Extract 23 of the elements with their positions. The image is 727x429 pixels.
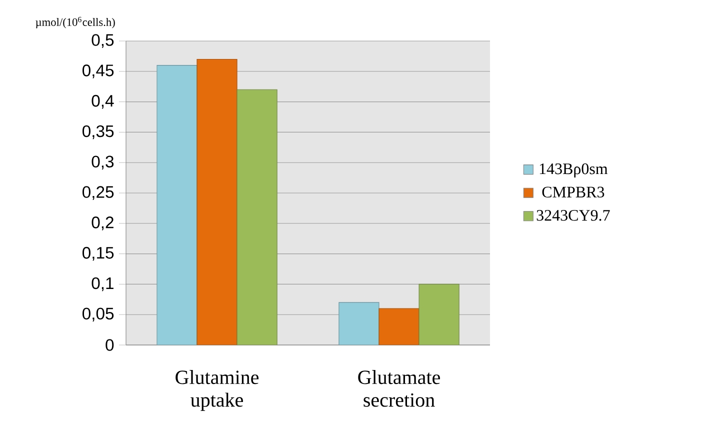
legend-label: 3243CY9.7 (536, 210, 610, 221)
bar (156, 65, 198, 345)
legend-label: 143Bρ0sm (540, 163, 608, 178)
y-tick-label: 0,05 (82, 308, 114, 322)
y-axis-title: µmol/(10$^{6}$cells.h) (36, 16, 115, 28)
bar (338, 302, 380, 345)
y-tick-label: 0,5 (92, 34, 114, 48)
y-tick-label: 0,1 (92, 277, 114, 292)
y-tick-label: 0,35 (82, 125, 114, 140)
y-tick-label: 0,25 (82, 186, 114, 200)
y-tick-label: 0,45 (82, 64, 114, 78)
y-tick-label: 0,3 (92, 156, 114, 170)
x-tick-label: Glutamine uptake (176, 370, 259, 411)
bar (196, 58, 238, 345)
y-tick-label: 0,2 (92, 216, 114, 230)
y-tick-label: 0 (106, 339, 114, 351)
y-tick-label: 0,15 (82, 246, 114, 261)
y-tick-label: 0,4 (92, 94, 114, 109)
bar (378, 308, 420, 345)
x-tick-label: Glutamate secretion (358, 370, 440, 407)
legend-label: CMPBR3 (542, 186, 604, 198)
bar (236, 89, 278, 345)
bar (418, 284, 460, 345)
